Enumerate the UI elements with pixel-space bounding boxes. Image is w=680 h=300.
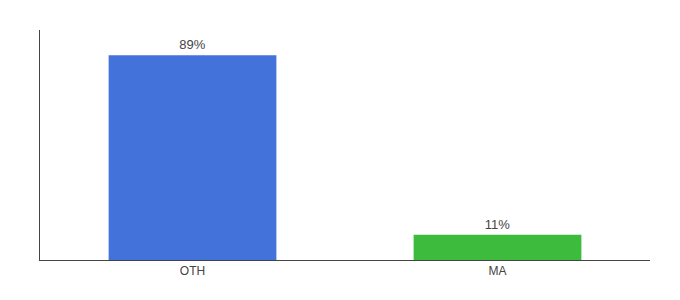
svg-text:89%: 89% bbox=[179, 37, 205, 52]
svg-text:11%: 11% bbox=[485, 217, 510, 232]
svg-text:MA: MA bbox=[489, 264, 507, 278]
svg-text:OTH: OTH bbox=[180, 264, 205, 278]
